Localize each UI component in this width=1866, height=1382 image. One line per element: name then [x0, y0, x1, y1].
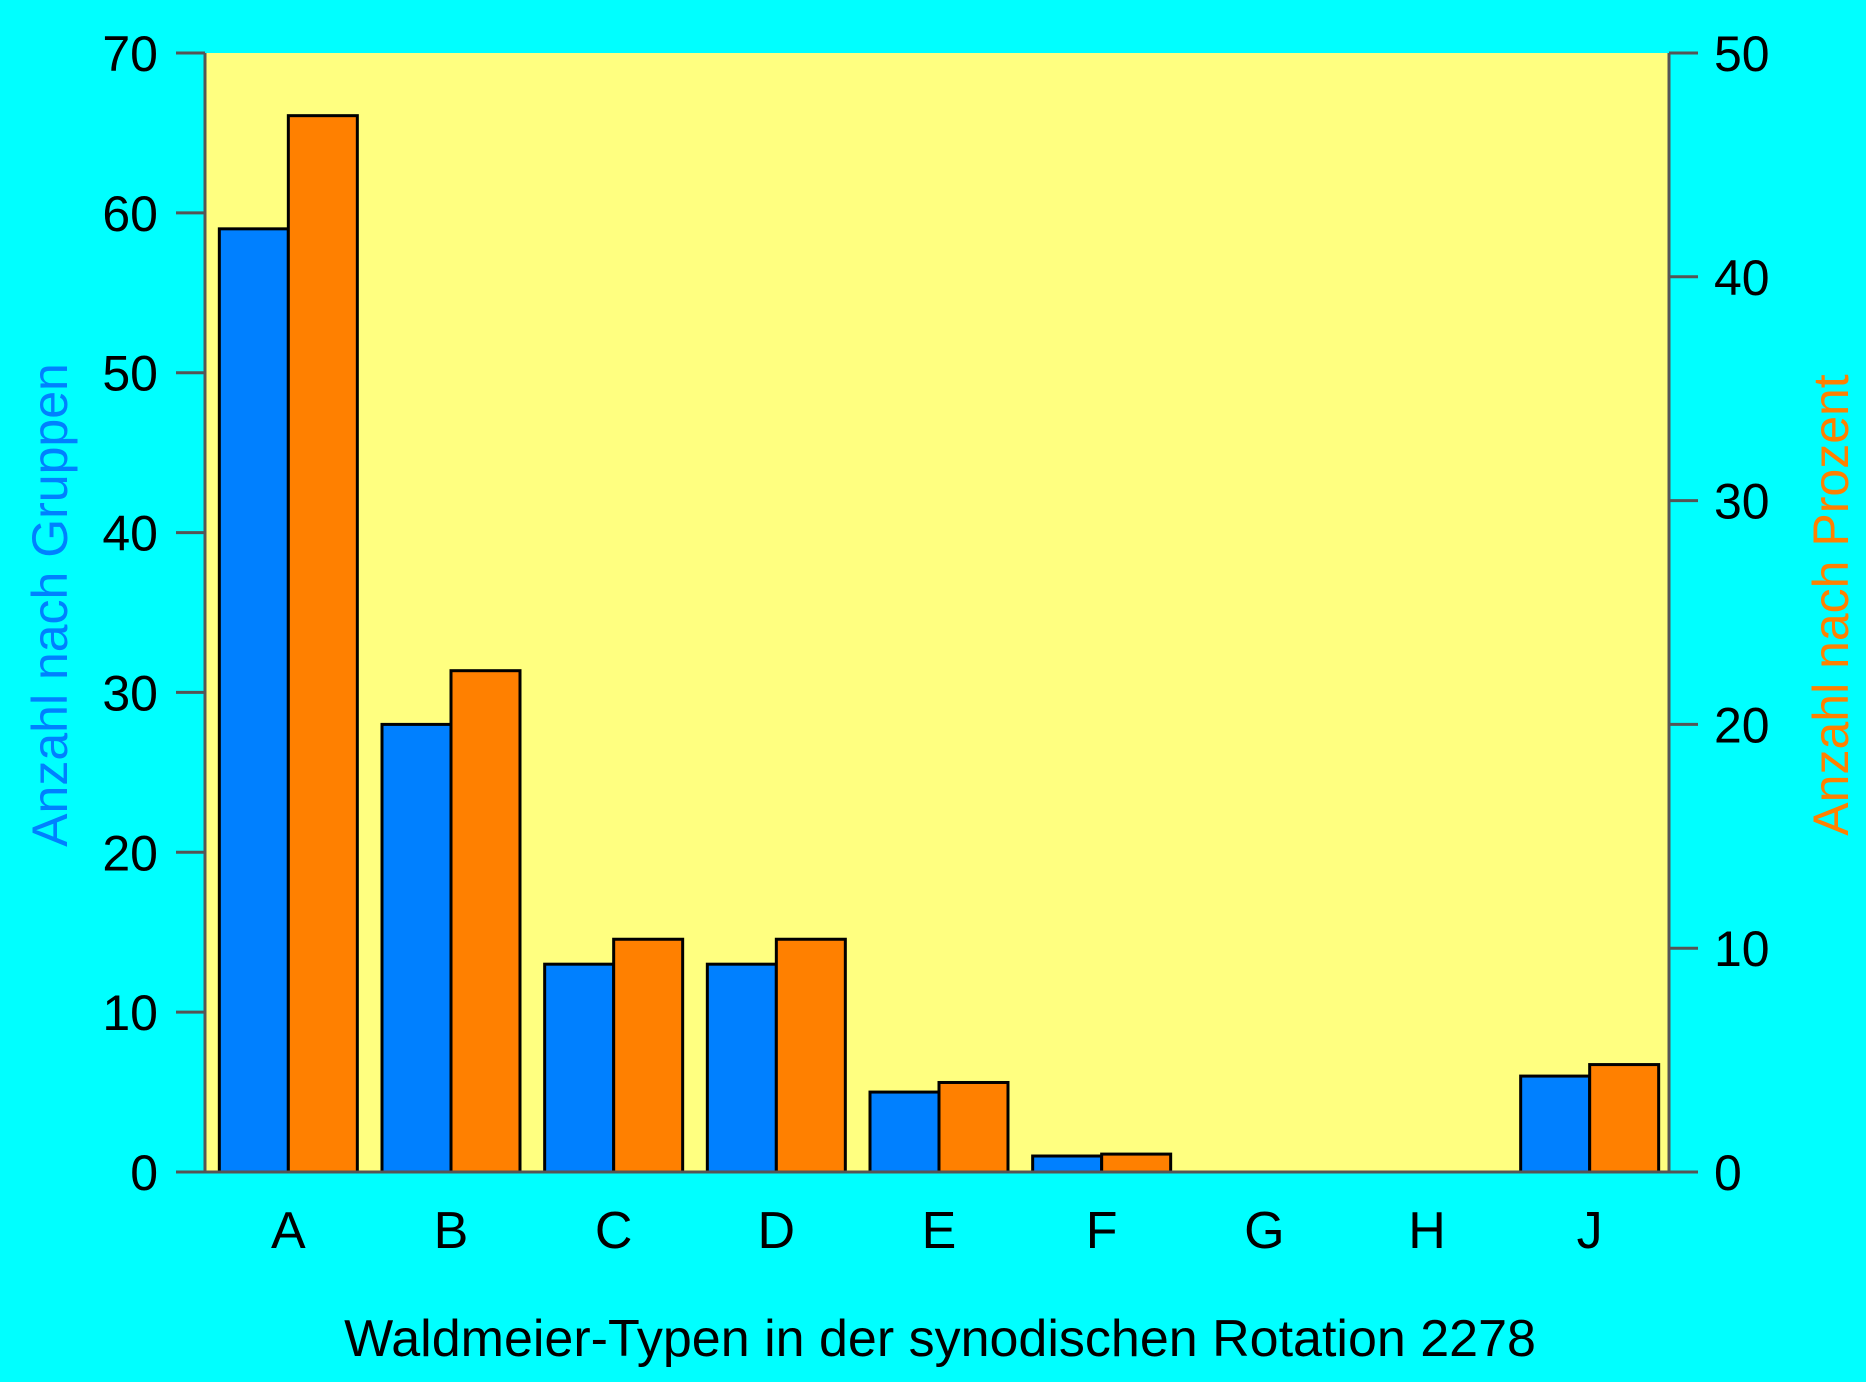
left-tick-label: 50 [102, 346, 158, 402]
bar-C-groups [543, 962, 616, 1174]
right-tick-label: 30 [1714, 474, 1770, 530]
left-axis-ticks: 0 10 20 30 40 50 60 70 [102, 26, 205, 1201]
left-tick-label: 10 [102, 985, 158, 1041]
left-tick-label: 70 [102, 26, 158, 82]
category-label: B [434, 1202, 469, 1260]
left-tick-label: 0 [130, 1145, 158, 1201]
bar-F-percent [1100, 1152, 1173, 1174]
category-label: A [271, 1202, 306, 1260]
right-tick-label: 0 [1714, 1145, 1742, 1201]
category-label: C [595, 1202, 633, 1260]
x-axis-title: Waldmeier-Typen in der synodischen Rotat… [344, 1310, 1536, 1368]
axes-group [176, 53, 1698, 1174]
left-tick-label: 30 [102, 665, 158, 721]
left-tick-label: 20 [102, 825, 158, 881]
right-axis-ticks: 0 10 20 30 40 50 [1669, 26, 1770, 1201]
bar-D-groups [705, 962, 778, 1174]
left-axis-title: Anzahl nach Gruppen [22, 363, 78, 847]
bar-E-percent [937, 1080, 1010, 1174]
bars-group [217, 114, 1661, 1174]
category-label: F [1086, 1202, 1118, 1260]
bar-D-percent [774, 937, 847, 1174]
category-label: J [1577, 1202, 1603, 1260]
right-tick-label: 40 [1714, 250, 1770, 306]
bar-A-groups [217, 227, 290, 1174]
right-tick-label: 50 [1714, 26, 1770, 82]
category-label: E [922, 1202, 957, 1260]
right-axis-title: Anzahl nach Prozent [1803, 374, 1859, 836]
bar-C-percent [612, 937, 685, 1174]
category-label: G [1244, 1202, 1284, 1260]
right-tick-label: 20 [1714, 697, 1770, 753]
category-label: D [758, 1202, 796, 1260]
bar-E-groups [868, 1090, 941, 1174]
right-tick-label: 10 [1714, 921, 1770, 977]
bar-J-groups [1519, 1074, 1592, 1174]
left-tick-label: 40 [102, 506, 158, 562]
category-label: H [1408, 1202, 1446, 1260]
bar-A-percent [286, 114, 359, 1174]
bar-F-groups [1031, 1154, 1104, 1174]
bar-B-groups [380, 722, 453, 1174]
bar-J-percent [1588, 1063, 1661, 1174]
left-tick-label: 60 [102, 186, 158, 242]
bar-B-percent [449, 669, 522, 1174]
